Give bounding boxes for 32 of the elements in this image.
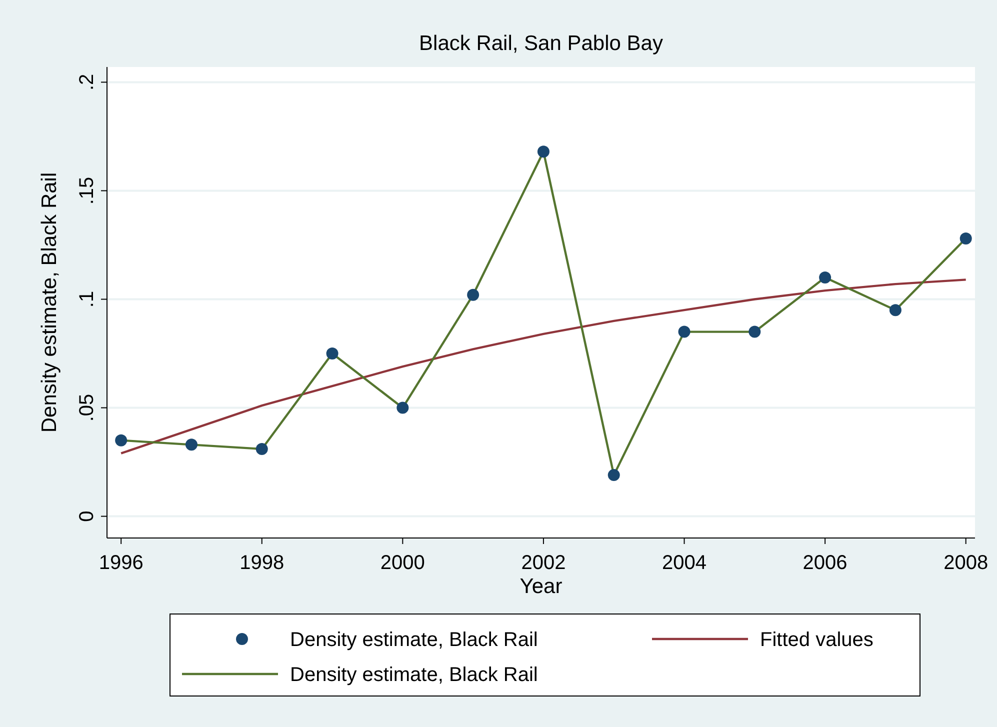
point (396, 402, 409, 414)
y-tick-label: .15 (76, 176, 98, 205)
point (819, 272, 832, 284)
y-axis-title: Density estimate, Black Rail (38, 172, 61, 433)
x-tick-label: 1998 (240, 552, 284, 574)
point (256, 443, 268, 456)
y-tick-label: .1 (76, 290, 98, 308)
point (889, 304, 902, 316)
y-tick-label: .2 (76, 74, 98, 91)
x-tick-label: 2004 (662, 552, 707, 574)
x-tick-label: 2002 (521, 552, 566, 574)
point (115, 434, 128, 446)
legend-label: Density estimate, Black Rail (290, 664, 538, 686)
legend-label: Density estimate, Black Rail (290, 629, 538, 651)
point (960, 232, 972, 244)
point (537, 146, 550, 158)
line-series (120, 278, 967, 454)
point (185, 438, 198, 451)
chart-title: Black Rail, San Pablo Bay (419, 32, 664, 55)
x-axis-title: Year (520, 575, 562, 598)
x-tick-label: 1996 (98, 552, 144, 574)
point (326, 348, 338, 360)
point (748, 326, 761, 338)
point (467, 288, 480, 301)
legend-label: Fitted values (760, 629, 874, 651)
x-tick-label: 2000 (380, 552, 425, 574)
x-tick-label: 2008 (944, 552, 988, 574)
point (678, 326, 690, 338)
y-tick-label: .05 (76, 394, 98, 422)
point (608, 469, 620, 482)
x-tick-label: 2006 (802, 552, 848, 574)
y-tick-label: 0 (76, 510, 98, 522)
